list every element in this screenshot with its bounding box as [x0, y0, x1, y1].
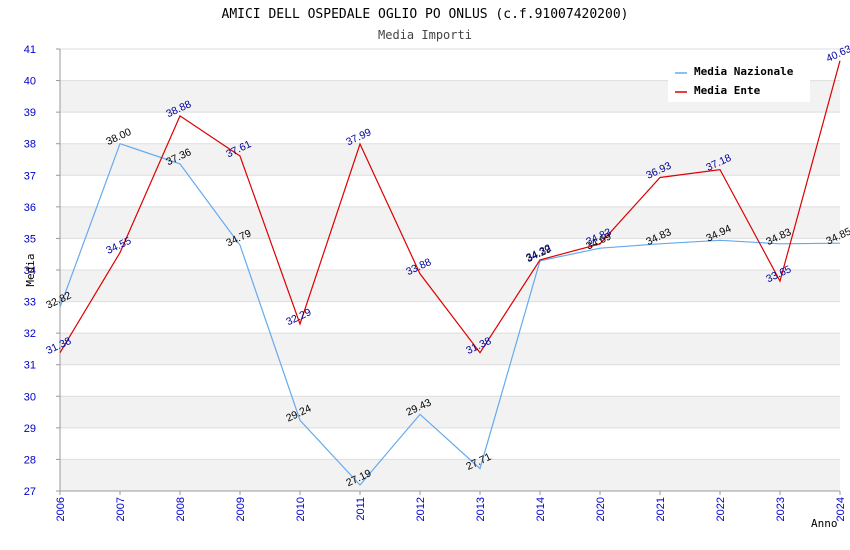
- x-tick-label: 2022: [715, 497, 727, 521]
- legend-box: [668, 60, 810, 102]
- x-tick-label: 2010: [295, 497, 307, 521]
- grid-band: [60, 238, 840, 270]
- series-lines: [59, 60, 841, 486]
- y-tick-label: 35: [24, 233, 36, 245]
- y-tick-label: 30: [24, 391, 36, 403]
- y-tick-label: 38: [24, 139, 36, 151]
- x-tick-label: 2021: [655, 497, 667, 521]
- grid-band: [60, 301, 840, 334]
- x-tick-label: 2012: [415, 497, 427, 521]
- grid-band: [60, 112, 840, 144]
- chart-subtitle: Media Importi: [378, 28, 472, 42]
- grid-band: [60, 364, 840, 397]
- grid-band: [60, 396, 840, 428]
- x-tick-label: 2006: [55, 497, 67, 521]
- grid-band: [60, 143, 840, 176]
- grid-band: [60, 459, 840, 491]
- grid-band: [60, 427, 840, 460]
- y-tick-label: 40: [24, 76, 36, 88]
- grid-band: [60, 270, 840, 302]
- series-line-media-nazionale: [59, 142, 841, 486]
- y-tick-label: 27: [24, 486, 36, 498]
- grid-band: [60, 175, 840, 207]
- x-tick-label: 2020: [595, 497, 607, 521]
- y-tick-label: 39: [24, 107, 36, 119]
- legend: Media Nazionale Media Ente: [668, 60, 810, 102]
- y-tick-label: 34: [24, 265, 36, 277]
- y-tick-label: 32: [24, 328, 36, 340]
- y-axis-ticks: 27 28 29 30 31 32 33 34 35 36 37 38 39 40 41: [24, 44, 60, 498]
- y-tick-label: 36: [24, 202, 36, 214]
- y-tick-label: 31: [24, 360, 36, 372]
- chart-title: AMICI DELL OSPEDALE OGLIO PO ONLUS (c.f.…: [222, 7, 629, 22]
- series-line-media-ente: [59, 60, 841, 354]
- y-axis-title: Media: [24, 253, 37, 286]
- y-tick-label: 29: [24, 423, 36, 435]
- x-tick-label: 2007: [115, 497, 127, 521]
- x-tick-label: 2024: [835, 497, 847, 521]
- legend-label-media-ente: Media Ente: [694, 84, 761, 97]
- y-tick-label: 33: [24, 297, 36, 309]
- legend-label-media-nazionale: Media Nazionale: [694, 65, 794, 78]
- grid-band: [60, 333, 840, 365]
- x-tick-label: 2009: [235, 497, 247, 521]
- grid-band: [60, 206, 840, 239]
- x-tick-label: 2011: [355, 497, 367, 521]
- grid-bands: [60, 48, 840, 492]
- x-axis-ticks: 2006 2007 2008 2009 2010 2011 2012 2013 2014 2020…: [55, 491, 847, 521]
- x-tick-label: 2013: [475, 497, 487, 521]
- x-tick-label: 2008: [175, 497, 187, 521]
- x-tick-label: 2023: [775, 497, 787, 521]
- y-tick-label: 28: [24, 454, 36, 466]
- x-tick-label: 2014: [535, 497, 547, 521]
- y-tick-label: 37: [24, 170, 36, 182]
- x-axis-title: Anno: [811, 517, 838, 530]
- y-tick-label: 41: [24, 44, 36, 56]
